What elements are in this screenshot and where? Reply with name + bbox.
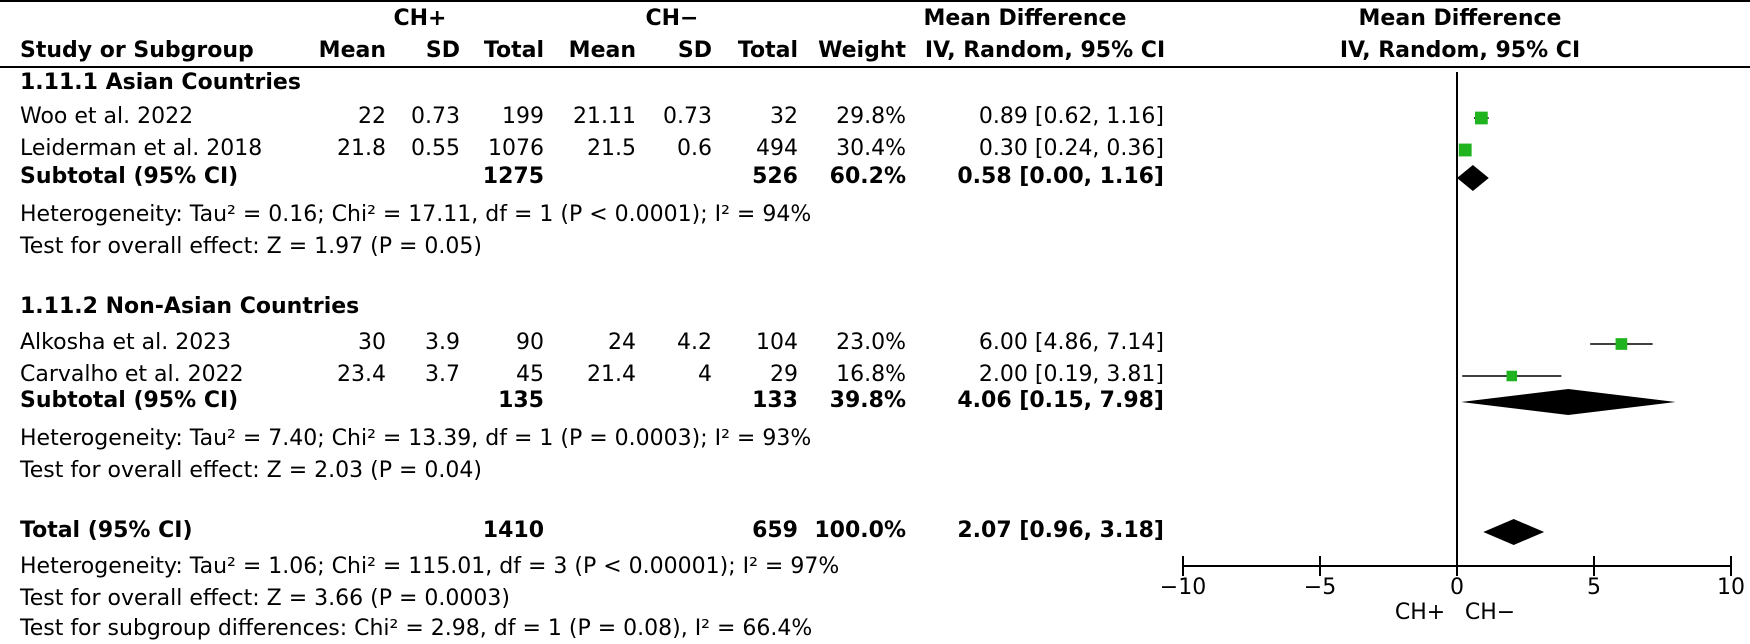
subtotal-weight: 60.2% (829, 164, 906, 189)
weight: 29.8% (836, 104, 906, 129)
total2: 494 (756, 136, 798, 161)
sd1: 3.9 (425, 330, 460, 355)
mean1: 30 (358, 330, 386, 355)
header-rule (0, 66, 1750, 68)
md-header-title: Mean Difference (923, 6, 1127, 31)
study-marker (1458, 143, 1472, 157)
x-tick-label: −5 (1304, 575, 1336, 600)
weight: 23.0% (836, 330, 906, 355)
weight: 16.8% (836, 362, 906, 387)
study-marker (1615, 338, 1628, 350)
subtotal-total1: 1275 (482, 164, 544, 189)
study-marker (1506, 370, 1518, 382)
axis-left-label: CH+ (1394, 600, 1446, 625)
total1: 1076 (488, 136, 544, 161)
sd1: 0.73 (411, 104, 460, 129)
subtotal-ci: 0.58 [0.00, 1.16] (957, 164, 1164, 189)
plot-header-sub: IV, Random, 95% CI (1339, 38, 1581, 63)
total2: 104 (756, 330, 798, 355)
mean1: 23.4 (337, 362, 386, 387)
total2: 32 (770, 104, 798, 129)
total1: 45 (516, 362, 544, 387)
study-header: Study or Subgroup (20, 38, 254, 63)
ci: 0.89 [0.62, 1.16] (978, 104, 1164, 129)
total-total1: 1410 (482, 518, 544, 543)
axis-right-label: CH− (1464, 600, 1516, 625)
study-name: Woo et al. 2022 (20, 104, 194, 129)
mean2: 21.5 (587, 136, 636, 161)
group1-header: CH+ (393, 6, 447, 31)
total2-header: Total (737, 38, 798, 63)
subtotal-label: Subtotal (95% CI) (20, 388, 239, 413)
sd2: 0.6 (677, 136, 712, 161)
total1: 90 (516, 330, 544, 355)
mean1-header: Mean (318, 38, 386, 63)
total1: 199 (502, 104, 544, 129)
subgroup-title: 1.11.2 Non-Asian Countries (20, 294, 360, 319)
subtotal-weight: 39.8% (829, 388, 906, 413)
total1-header: Total (483, 38, 544, 63)
total-weight: 100.0% (814, 518, 906, 543)
mean2: 21.11 (573, 104, 636, 129)
sd2-header: SD (677, 38, 712, 63)
mean1: 22 (358, 104, 386, 129)
mean2: 24 (608, 330, 636, 355)
study-name: Alkosha et al. 2023 (20, 330, 232, 355)
total-total2: 659 (752, 518, 798, 543)
pooled-diamond (1483, 519, 1545, 545)
sd2: 0.73 (663, 104, 712, 129)
x-tick-label: −10 (1160, 575, 1206, 600)
mean2: 21.4 (587, 362, 636, 387)
study-name: Leiderman et al. 2018 (20, 136, 263, 161)
weight-header: Weight (818, 38, 906, 63)
sd1: 3.7 (425, 362, 460, 387)
subgroup-differences-text: Test for subgroup differences: Chi² = 2.… (20, 616, 813, 641)
pooled-diamond (1457, 165, 1489, 191)
overall-effect-text: Test for overall effect: Z = 2.03 (P = 0… (20, 458, 482, 483)
plot-header-title: Mean Difference (1358, 6, 1562, 31)
subtotal-total2: 526 (752, 164, 798, 189)
subtotal-ci: 4.06 [0.15, 7.98] (957, 388, 1164, 413)
study-marker (1475, 111, 1488, 125)
x-tick-label: 5 (1587, 575, 1601, 600)
sd1-header: SD (425, 38, 460, 63)
sd2: 4.2 (677, 330, 712, 355)
ci: 0.30 [0.24, 0.36] (978, 136, 1164, 161)
md-header-sub: IV, Random, 95% CI (924, 38, 1166, 63)
mean2-header: Mean (568, 38, 636, 63)
total2: 29 (770, 362, 798, 387)
ci: 6.00 [4.86, 7.14] (978, 330, 1164, 355)
weight: 30.4% (836, 136, 906, 161)
total-overall-effect-text: Test for overall effect: Z = 3.66 (P = 0… (20, 586, 510, 611)
heterogeneity-text: Heterogeneity: Tau² = 7.40; Chi² = 13.39… (20, 426, 812, 451)
sd1: 0.55 (411, 136, 460, 161)
x-tick-label: 0 (1450, 575, 1464, 600)
total-label: Total (95% CI) (20, 518, 193, 543)
subtotal-total1: 135 (498, 388, 544, 413)
study-name: Carvalho et al. 2022 (20, 362, 244, 387)
subtotal-total2: 133 (752, 388, 798, 413)
total-ci: 2.07 [0.96, 3.18] (957, 518, 1164, 543)
subtotal-label: Subtotal (95% CI) (20, 164, 239, 189)
sd2: 4 (698, 362, 712, 387)
group2-header: CH− (645, 6, 699, 31)
heterogeneity-text: Heterogeneity: Tau² = 0.16; Chi² = 17.11… (20, 202, 812, 227)
x-tick-label: 10 (1717, 575, 1745, 600)
ci: 2.00 [0.19, 3.81] (978, 362, 1164, 387)
overall-effect-text: Test for overall effect: Z = 1.97 (P = 0… (20, 234, 482, 259)
total-heterogeneity-text: Heterogeneity: Tau² = 1.06; Chi² = 115.0… (20, 554, 840, 579)
top-rule (0, 0, 1750, 2)
subgroup-title: 1.11.1 Asian Countries (20, 70, 301, 95)
pooled-diamond (1461, 389, 1676, 415)
mean1: 21.8 (337, 136, 386, 161)
